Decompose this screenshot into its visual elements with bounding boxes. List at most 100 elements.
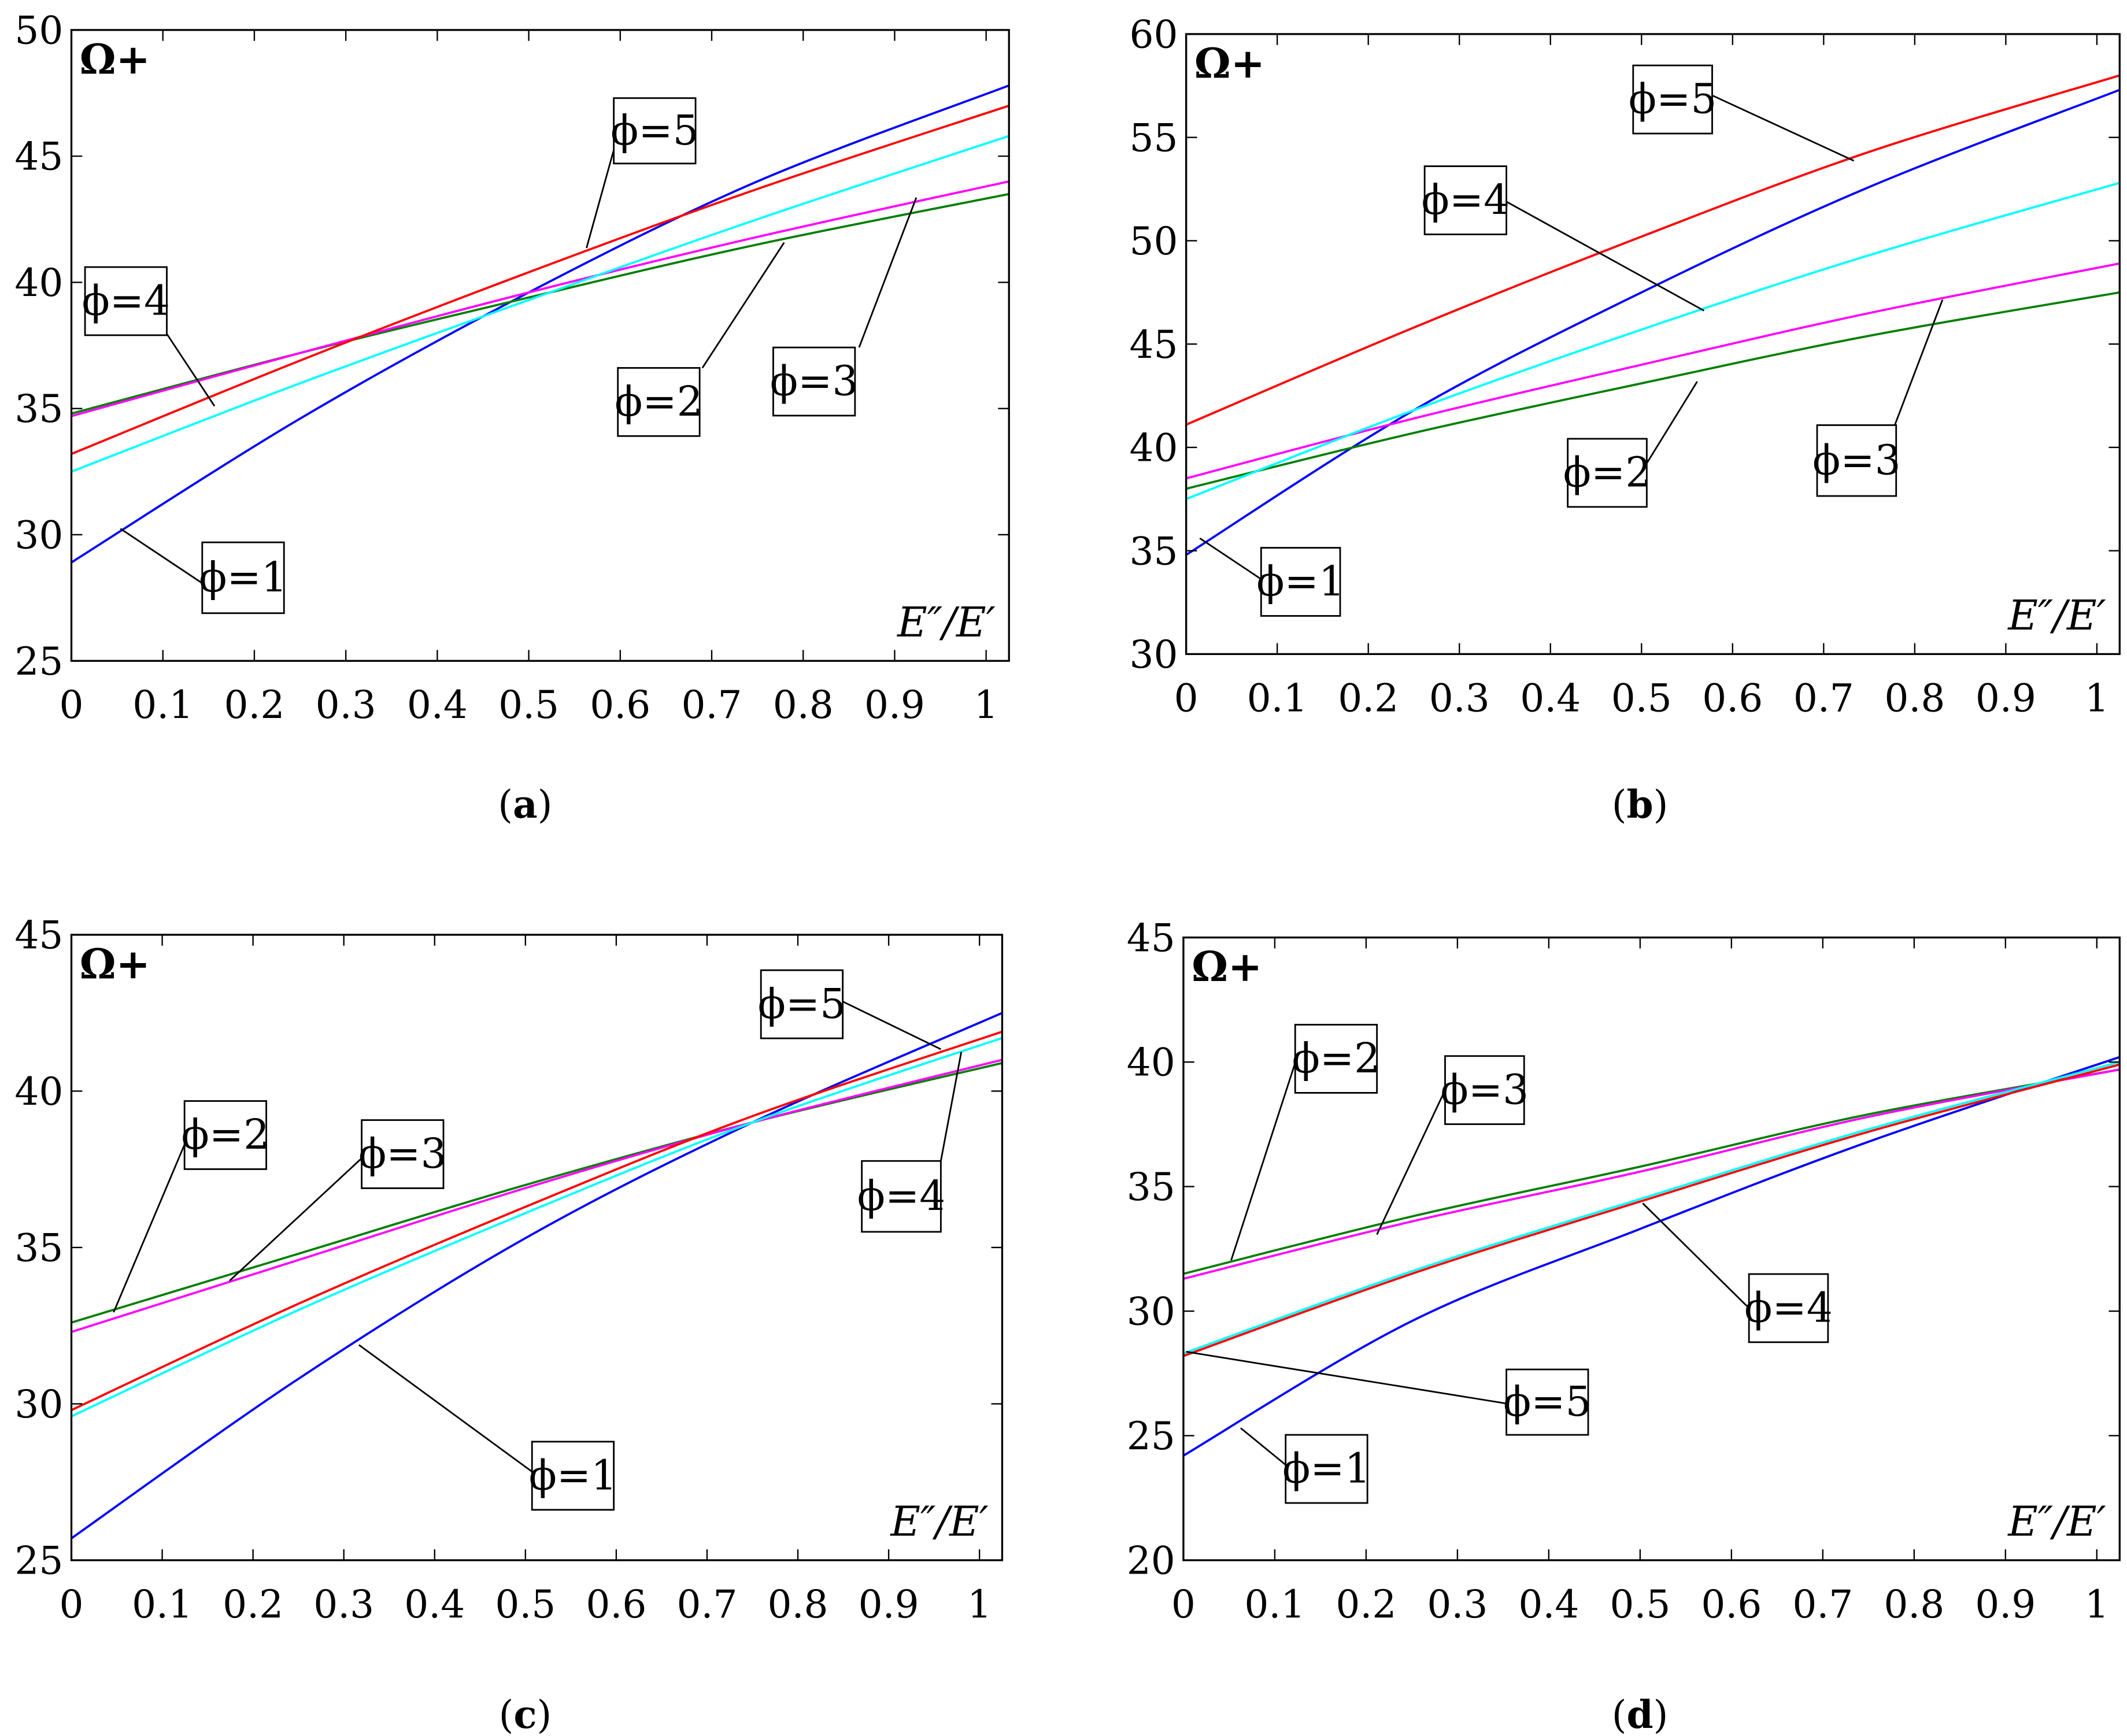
x-tick-label: 0.1 bbox=[132, 683, 193, 727]
series-annotation-phi3: ϕ=3 bbox=[1376, 1055, 1529, 1235]
series-line-phi3 bbox=[71, 1058, 1003, 1333]
annotation-leader bbox=[228, 1157, 362, 1282]
x-tick-label: 0.3 bbox=[313, 1582, 374, 1627]
series-line-phi5 bbox=[71, 1030, 1003, 1411]
x-tick-label: 0.6 bbox=[1701, 1582, 1762, 1627]
annotation-box bbox=[760, 969, 844, 1039]
x-tick-label: 0 bbox=[1174, 676, 1198, 720]
series-line-phi2 bbox=[71, 193, 1009, 415]
y-tick-label: 40 bbox=[14, 1069, 63, 1114]
annotation-box bbox=[1748, 1273, 1829, 1343]
x-tick-label: 0.7 bbox=[1793, 676, 1854, 720]
annotation-leader bbox=[586, 149, 615, 249]
annotation-box bbox=[1505, 1368, 1589, 1436]
y-tick-label: 45 bbox=[1127, 916, 1175, 960]
y-tick-label: 35 bbox=[14, 387, 63, 431]
x-tick-label: 0.2 bbox=[223, 1582, 283, 1627]
y-tick-label: 60 bbox=[1130, 13, 1178, 57]
x-tick-label: 0.1 bbox=[1244, 1582, 1305, 1627]
annotation-label: ϕ=3 bbox=[1812, 436, 1900, 484]
series-annotation-phi1: ϕ=1 bbox=[358, 1344, 617, 1511]
series-line-phi3 bbox=[1183, 1068, 2120, 1280]
annotation-box bbox=[361, 1119, 445, 1189]
annotation-box bbox=[1260, 547, 1341, 617]
x-tick-label: 0.9 bbox=[1976, 676, 2036, 720]
x-tick-label: 0.6 bbox=[586, 1582, 646, 1627]
y-axis-label: Ω+ bbox=[80, 35, 150, 83]
x-axis-label: E″/E′ bbox=[889, 1498, 989, 1546]
y-tick-label: 50 bbox=[14, 8, 63, 53]
x-tick-label: 0.2 bbox=[1338, 676, 1399, 720]
y-tick-label: 30 bbox=[14, 1382, 63, 1427]
y-tick-label: 20 bbox=[1127, 1539, 1175, 1583]
x-tick-label: 0.4 bbox=[1518, 1582, 1579, 1627]
annotation-box bbox=[1632, 64, 1713, 135]
x-tick-label: 0.8 bbox=[1884, 1582, 1944, 1627]
series-annotation-phi4: ϕ=4 bbox=[1422, 165, 1705, 312]
x-tick-label: 0.9 bbox=[859, 1582, 919, 1627]
series-annotation-phi3: ϕ=3 bbox=[770, 197, 918, 417]
annotation-label: ϕ=5 bbox=[758, 980, 846, 1028]
annotation-leader bbox=[1505, 201, 1705, 312]
annotation-box bbox=[1444, 1055, 1525, 1126]
annotation-label: ϕ=3 bbox=[358, 1130, 446, 1178]
annotation-box bbox=[531, 1441, 615, 1511]
x-tick-label: 0.2 bbox=[224, 683, 284, 727]
annotation-box bbox=[861, 1160, 942, 1233]
annotation-label: ϕ=1 bbox=[1256, 557, 1344, 605]
x-tick-label: 0.7 bbox=[1792, 1582, 1853, 1627]
subplot-caption: (b) bbox=[1612, 782, 1669, 827]
annotation-box bbox=[1816, 424, 1897, 497]
annotation-leader bbox=[1230, 1063, 1296, 1261]
y-axis-label: Ω+ bbox=[80, 940, 150, 988]
x-tick-label: 0.5 bbox=[498, 683, 559, 727]
annotation-box bbox=[183, 1100, 267, 1170]
annotation-label: ϕ=2 bbox=[1563, 449, 1651, 497]
annotation-label: ϕ=5 bbox=[1503, 1378, 1591, 1426]
subplot-b: 0 0.1 0.2 0.3 0.4 0.5 0.6 0.7 0.8 0.9 1 30 35 40 45 50 5… bbox=[1130, 13, 2121, 827]
subplot-d: 0 0.1 0.2 0.3 0.4 0.5 0.6 0.7 0.8 0.9 1 20 25 30 35 40 4… bbox=[1127, 916, 2121, 1736]
series-line-phi1 bbox=[1183, 1056, 2120, 1457]
x-tick-label: 0.9 bbox=[864, 683, 925, 727]
annotation-label: ϕ=4 bbox=[82, 276, 170, 324]
series-annotation-phi2: ϕ=2 bbox=[1563, 381, 1698, 508]
x-tick-label: 0.7 bbox=[682, 683, 742, 727]
y-tick-label: 40 bbox=[1130, 426, 1178, 471]
y-tick-label: 25 bbox=[1127, 1414, 1175, 1459]
series-line-phi5 bbox=[1186, 74, 2120, 426]
x-tick-label: 0.1 bbox=[1247, 676, 1308, 720]
x-tick-label: 1 bbox=[974, 683, 998, 727]
annotation-leader bbox=[166, 333, 216, 407]
annotation-leader bbox=[1199, 537, 1262, 580]
x-tick-label: 0 bbox=[60, 683, 84, 727]
y-tick-label: 35 bbox=[1127, 1165, 1175, 1209]
annotation-leader bbox=[1186, 1350, 1507, 1405]
annotation-label: ϕ=2 bbox=[182, 1111, 269, 1158]
annotation-label: ϕ=4 bbox=[1422, 176, 1510, 224]
series-annotation-phi4: ϕ=4 bbox=[82, 266, 216, 407]
annotation-box bbox=[84, 266, 168, 336]
y-tick-label: 35 bbox=[1130, 529, 1178, 573]
annotation-leader bbox=[1646, 381, 1698, 464]
y-axis-label: Ω+ bbox=[1194, 39, 1265, 87]
annotation-leader bbox=[1376, 1090, 1446, 1235]
y-tick-label: 30 bbox=[1127, 1290, 1175, 1334]
annotation-leader bbox=[1240, 1427, 1286, 1466]
series-annotation-phi3: ϕ=3 bbox=[1812, 299, 1944, 497]
annotation-label: ϕ=3 bbox=[1441, 1065, 1529, 1113]
annotation-leader bbox=[842, 1001, 941, 1050]
y-tick-label: 25 bbox=[14, 1539, 63, 1583]
series-annotation-phi2: ϕ=2 bbox=[615, 242, 785, 437]
x-tick-label: 0.4 bbox=[404, 1582, 465, 1627]
x-tick-label: 0.6 bbox=[1702, 676, 1763, 720]
annotation-box bbox=[617, 367, 701, 437]
annotation-leader bbox=[113, 1144, 186, 1313]
annotation-leader bbox=[1894, 299, 1944, 425]
series-line-phi5 bbox=[1183, 1063, 2120, 1357]
annotation-box bbox=[613, 97, 697, 165]
annotation-box bbox=[1294, 1024, 1378, 1094]
series-annotation-phi1: ϕ=1 bbox=[1199, 537, 1345, 617]
series-line-phi4 bbox=[71, 135, 1009, 473]
x-tick-label: 0.3 bbox=[316, 683, 376, 727]
x-tick-label: 0.6 bbox=[590, 683, 650, 727]
